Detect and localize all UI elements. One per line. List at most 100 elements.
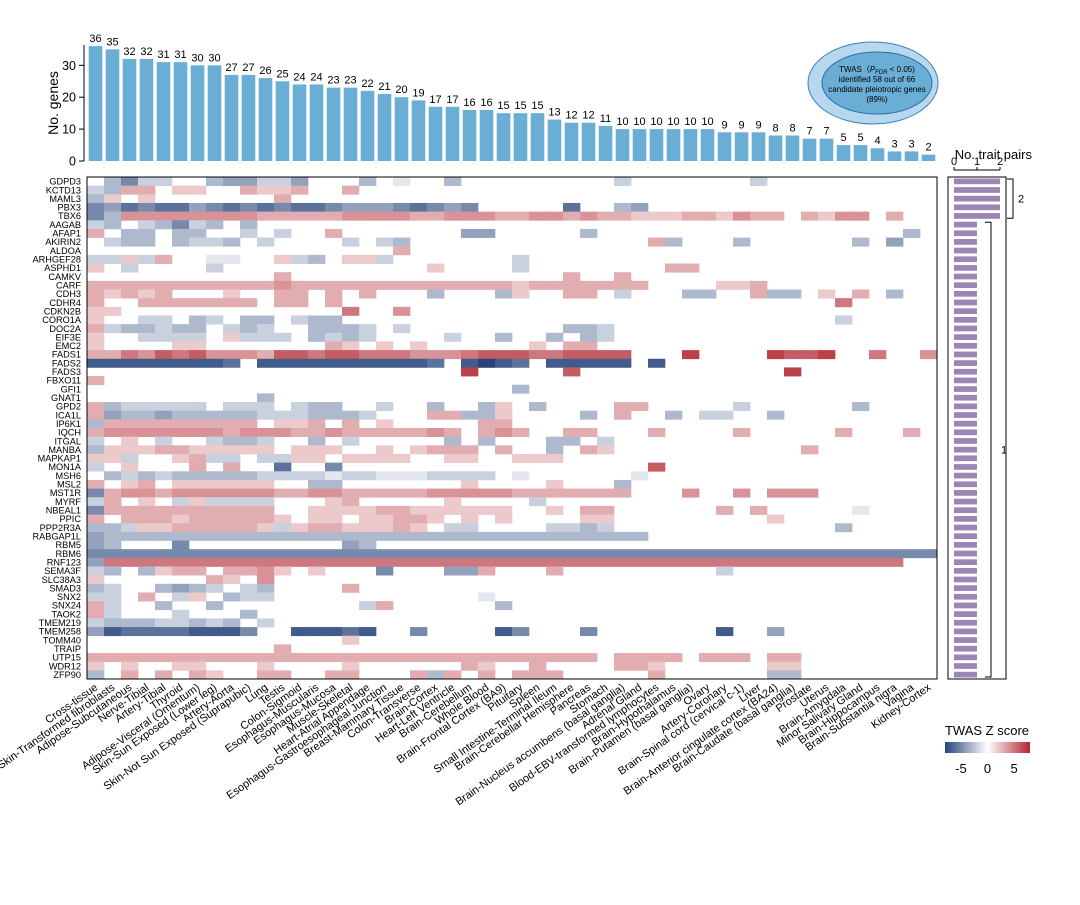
- trait-bar: [954, 464, 977, 470]
- trait-bar: [954, 386, 977, 392]
- heatmap-cell: [512, 280, 530, 290]
- heatmap-cell: [87, 609, 105, 619]
- trait-bar: [954, 265, 977, 271]
- heatmap-cell: [393, 488, 411, 498]
- heatmap-cell: [342, 324, 360, 334]
- heatmap-cell: [291, 471, 309, 481]
- bar-value-label: 12: [582, 110, 594, 122]
- heatmap-cell: [376, 428, 394, 438]
- heatmap-cell: [716, 566, 734, 576]
- annotation-line-4: (89%): [866, 95, 888, 104]
- heatmap-cell: [359, 428, 377, 438]
- heatmap-cell: [597, 445, 615, 455]
- heatmap-cell: [648, 462, 666, 472]
- heatmap-cell: [104, 306, 122, 316]
- heatmap-cell: [138, 228, 156, 238]
- heatmap-cell: [784, 653, 802, 663]
- heatmap-cell: [206, 531, 224, 541]
- heatmap-cell: [121, 670, 139, 680]
- gene-label-FADS2: FADS2: [52, 358, 81, 368]
- heatmap-cell: [274, 523, 292, 533]
- heatmap-cell: [223, 289, 241, 299]
- heatmap-cell: [461, 549, 479, 559]
- heatmap-cell: [903, 549, 921, 559]
- heatmap-cell: [240, 531, 258, 541]
- heatmap-cell: [410, 488, 428, 498]
- heatmap-cell: [716, 653, 734, 663]
- colorbar-ramp: [945, 742, 1030, 753]
- heatmap-cell: [240, 350, 258, 360]
- heatmap-cell: [87, 488, 105, 498]
- heatmap-cell: [223, 410, 241, 420]
- heatmap-cell: [801, 211, 819, 221]
- heatmap-cell: [393, 471, 411, 481]
- heatmap-cell: [206, 237, 224, 247]
- heatmap-cell: [461, 445, 479, 455]
- heatmap-cell: [172, 514, 190, 524]
- heatmap-cell: [631, 549, 649, 559]
- heatmap-cell: [189, 592, 207, 602]
- trait-bar: [954, 368, 977, 375]
- bar-value-label: 22: [361, 78, 373, 90]
- heatmap-cell: [206, 350, 224, 360]
- bar-value-label: 24: [293, 71, 305, 83]
- heatmap-cell: [189, 566, 207, 576]
- heatmap-cell: [767, 557, 785, 567]
- gene-label-ZFP90: ZFP90: [53, 670, 81, 680]
- bar-value-label: 30: [208, 52, 220, 64]
- heatmap-cell: [206, 601, 224, 611]
- bar-value-label: 3: [908, 138, 914, 150]
- heatmap-cell: [478, 549, 496, 559]
- trait-bar: [954, 377, 977, 384]
- heatmap-cell: [478, 670, 496, 680]
- heatmap-cell: [240, 471, 258, 481]
- heatmap-cell: [529, 670, 547, 680]
- heatmap-cell: [223, 428, 241, 438]
- gene-label-TAOK2: TAOK2: [52, 609, 81, 619]
- heatmap-cell: [852, 402, 870, 412]
- heatmap-cell: [495, 402, 513, 412]
- heatmap-cell: [410, 341, 428, 351]
- heatmap-cell: [240, 627, 258, 637]
- heatmap-cell: [512, 471, 530, 481]
- heatmap-cell: [563, 350, 581, 360]
- bar-value-label: 30: [191, 52, 203, 64]
- gene-label-MON1A: MON1A: [48, 462, 82, 472]
- heatmap-cell: [189, 410, 207, 420]
- heatmap-cell: [359, 280, 377, 290]
- heatmap-cell: [291, 531, 309, 541]
- heatmap-cell: [104, 358, 122, 368]
- heatmap-cell: [699, 549, 717, 559]
- heatmap-cell: [240, 298, 258, 308]
- heatmap-cell: [376, 453, 394, 463]
- heatmap-cell: [393, 514, 411, 524]
- heatmap-cell: [257, 237, 275, 247]
- heatmap-cell: [87, 575, 105, 585]
- gene-label-ALDOA: ALDOA: [50, 246, 82, 256]
- bar-value-label: 16: [480, 97, 492, 109]
- heatmap-cell: [206, 358, 224, 368]
- heatmap-cell: [138, 419, 156, 429]
- heatmap-cell: [580, 410, 598, 420]
- heatmap-cell: [206, 627, 224, 637]
- heatmap-cell: [206, 497, 224, 507]
- heatmap-cell: [223, 254, 241, 264]
- heatmap-cell: [87, 298, 105, 308]
- heatmap-cell: [138, 653, 156, 663]
- heatmap-cell: [427, 410, 445, 420]
- trait-bar: [954, 213, 1000, 219]
- heatmap-cell: [138, 523, 156, 533]
- heatmap-cell: [104, 194, 122, 204]
- heatmap-cell: [580, 228, 598, 238]
- heatmap-cell: [155, 627, 173, 637]
- heatmap-cell: [240, 583, 258, 593]
- heatmap-cell: [580, 289, 598, 299]
- bar-value-label: 10: [684, 116, 696, 128]
- heatmap-cell: [274, 298, 292, 308]
- heatmap-cell: [155, 428, 173, 438]
- heatmap-cell: [597, 324, 615, 334]
- heatmap-cell: [495, 428, 513, 438]
- heatmap-cell: [291, 202, 309, 212]
- heatmap-cell: [104, 410, 122, 420]
